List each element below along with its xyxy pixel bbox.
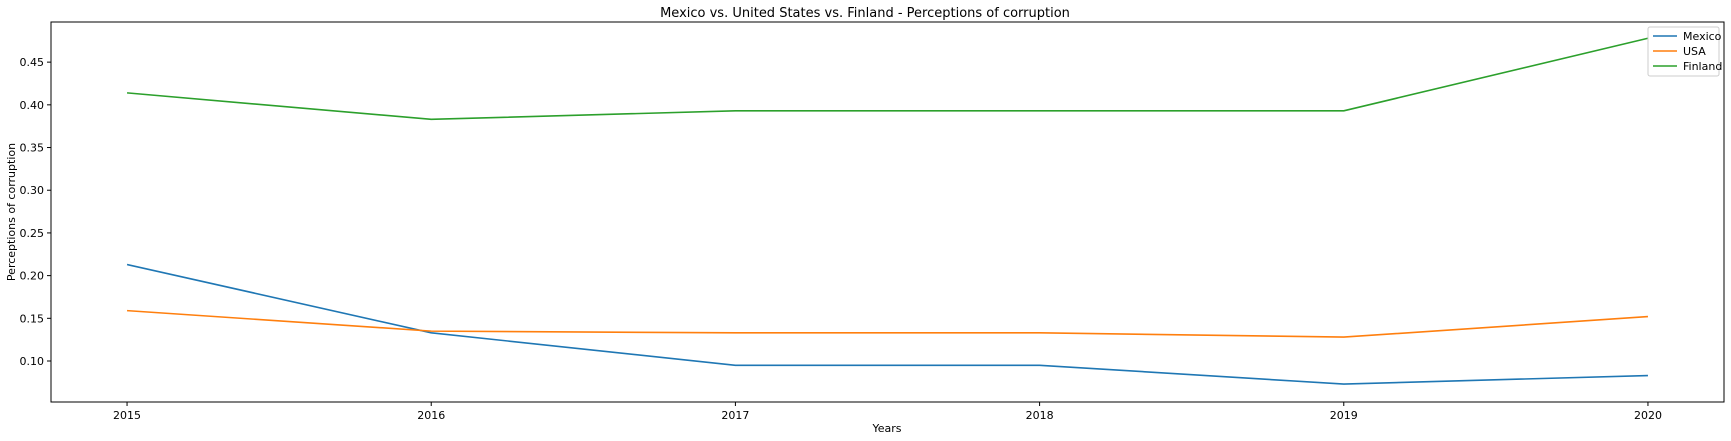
y-tick-label: 0.20 [20,270,45,283]
x-tick-label: 2015 [113,409,141,422]
x-tick-label: 2017 [721,409,749,422]
x-axis-label: Years [871,422,901,435]
y-tick-label: 0.10 [20,355,45,368]
chart-title: Mexico vs. United States vs. Finland - P… [660,6,1070,21]
x-axis: 2015 2016 2017 2018 2019 2020 [113,402,1662,422]
series-line-usa [126,309,1649,338]
legend-label: Finland [1683,60,1722,73]
series-lines [126,37,1649,385]
x-tick-label: 2019 [1330,409,1358,422]
legend-label: Mexico [1683,30,1722,43]
y-tick-label: 0.30 [20,184,45,197]
plot-area [50,21,1725,403]
y-tick-label: 0.35 [20,142,45,155]
x-tick-label: 2018 [1026,409,1054,422]
legend-label: USA [1683,45,1706,58]
x-tick-label: 2016 [417,409,445,422]
y-axis: 0.10 0.15 0.20 0.25 0.30 0.35 0.40 0.45 [20,56,51,368]
legend-box [1647,26,1720,77]
y-tick-label: 0.15 [20,312,45,325]
x-tick-label: 2020 [1634,409,1662,422]
y-axis-label: Perceptions of corruption [5,143,18,281]
legend: Mexico USA Finland [1647,26,1722,77]
series-line-finland [126,37,1649,121]
series-line-mexico [126,263,1648,385]
plot-frame [50,21,1725,403]
y-tick-label: 0.25 [20,227,45,240]
y-tick-label: 0.45 [20,56,45,69]
y-tick-label: 0.40 [20,99,45,112]
